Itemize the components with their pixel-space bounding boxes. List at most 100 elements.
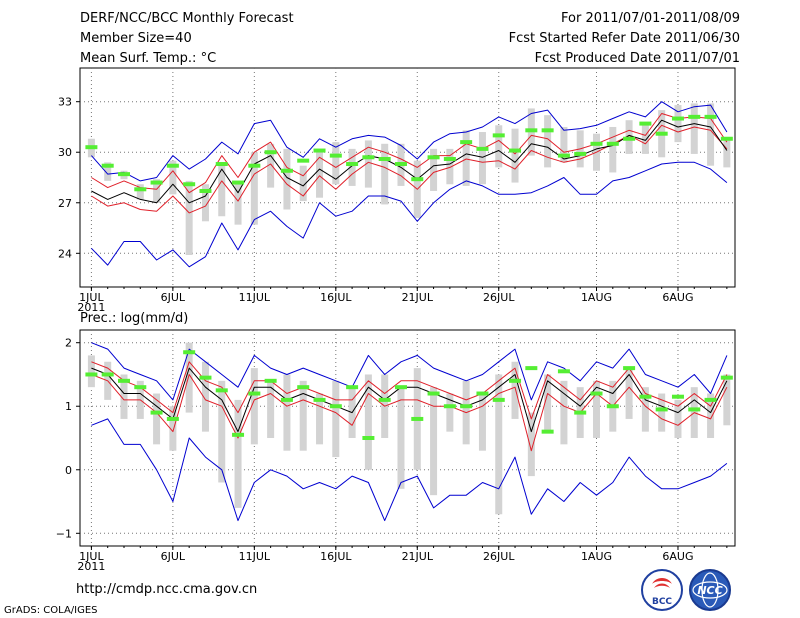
spread-box (283, 374, 291, 451)
series-q10-line (91, 374, 728, 452)
spread-box (495, 374, 503, 515)
spread-box (430, 387, 438, 496)
year-label: 2011 (77, 560, 105, 573)
x-tick-label: 21JUL (402, 550, 434, 563)
spread-box (478, 132, 486, 185)
observed-marker (166, 163, 179, 168)
spread-box (707, 103, 715, 166)
observed-marker (346, 385, 359, 390)
observed-marker (606, 404, 619, 409)
observed-marker (590, 391, 603, 396)
spread-box (316, 152, 324, 198)
x-tick-label: 6JUL (161, 550, 186, 563)
series-q90-line (91, 361, 728, 420)
series-q10-line (91, 113, 728, 194)
y-tick-label: −1 (56, 527, 72, 540)
source-url[interactable]: http://cmdp.ncc.cma.gov.cn (76, 582, 258, 597)
spread-box (430, 148, 438, 191)
spread-box (544, 374, 552, 432)
observed-marker (443, 156, 456, 161)
header-right: For 2011/07/01-2011/08/09 Fcst Started R… (509, 11, 740, 71)
spread-box (609, 126, 617, 173)
observed-marker (117, 172, 130, 177)
spread-box (446, 148, 454, 185)
observed-marker (199, 188, 212, 193)
spread-box (153, 179, 161, 203)
observed-marker (166, 416, 179, 421)
observed-marker (313, 148, 326, 153)
svg-text:NCC: NCC (697, 584, 722, 597)
spread-box (641, 123, 649, 154)
spread-box (364, 374, 372, 470)
x-tick-label: 11JUL (239, 291, 271, 304)
spread-box (707, 393, 715, 438)
x-tick-label: 16JUL (320, 291, 352, 304)
observed-marker (655, 407, 668, 412)
observed-marker (525, 366, 538, 371)
grads-credit: GrADS: COLA/IGES (4, 605, 98, 616)
observed-marker (525, 128, 538, 133)
spread-box (527, 412, 535, 477)
plot-frame (79, 329, 736, 547)
observed-marker (492, 397, 505, 402)
spread-box (250, 368, 258, 445)
forecast-period: For 2011/07/01-2011/08/09 (561, 11, 740, 26)
spread-box (299, 165, 307, 202)
x-tick-label: 21JUL (402, 291, 434, 304)
observed-marker (541, 429, 554, 434)
spread-box (316, 393, 324, 445)
spread-box (250, 152, 258, 225)
spread-box (169, 406, 177, 451)
spread-box (544, 115, 552, 168)
forecast-start-date: Fcst Started Refer Date 2011/06/30 (508, 31, 740, 46)
spread-box (201, 184, 209, 222)
observed-marker (150, 410, 163, 415)
series-median-line (91, 367, 728, 433)
x-tick-label: 1JUL (79, 550, 104, 563)
observed-marker (378, 397, 391, 402)
spread-box (674, 105, 682, 143)
y-tick-label: 2 (65, 337, 72, 350)
observed-marker (394, 385, 407, 390)
spread-box (267, 143, 275, 188)
observed-marker (264, 150, 277, 155)
observed-marker (280, 168, 293, 173)
observed-marker (264, 378, 277, 383)
observed-marker (720, 375, 733, 380)
series-max-line (91, 161, 728, 268)
observed-marker (411, 177, 424, 182)
observed-marker (362, 155, 375, 160)
x-tick-label: 11JUL (239, 550, 271, 563)
observed-marker (671, 116, 684, 121)
spread-box (364, 140, 372, 188)
chart-panel-1: 1JUL 6JUL 11JUL 16JUL 21JUL 26JUL 1AUG 6AUG 2011… (58, 67, 736, 314)
observed-marker (411, 416, 424, 421)
spread-box (185, 342, 193, 413)
spread-box (511, 128, 519, 183)
observed-marker (688, 114, 701, 119)
spread-box (332, 380, 340, 458)
observed-marker (199, 375, 212, 380)
observed-marker (117, 378, 130, 383)
observed-marker (329, 404, 342, 409)
series-min-line (91, 101, 728, 182)
spread-box (267, 380, 275, 438)
observed-marker (655, 131, 668, 136)
observed-marker (248, 163, 261, 168)
spread-box (120, 374, 128, 419)
header-left: DERF/NCC/BCC Monthly Forecast Member Siz… (80, 11, 294, 71)
observed-marker (346, 162, 359, 167)
observed-marker (623, 136, 636, 141)
spread-box (690, 103, 698, 154)
spread-box (201, 361, 209, 432)
series-median-line (91, 119, 728, 204)
spread-box (495, 125, 503, 168)
precip-title: Prec.: log(mm/d) (80, 311, 188, 326)
observed-marker (509, 148, 522, 153)
spread-box (658, 393, 666, 432)
observed-marker (280, 397, 293, 402)
observed-marker (101, 372, 114, 377)
observed-marker (101, 163, 114, 168)
spread-box (462, 130, 470, 186)
svg-text:BCC: BCC (652, 597, 672, 607)
